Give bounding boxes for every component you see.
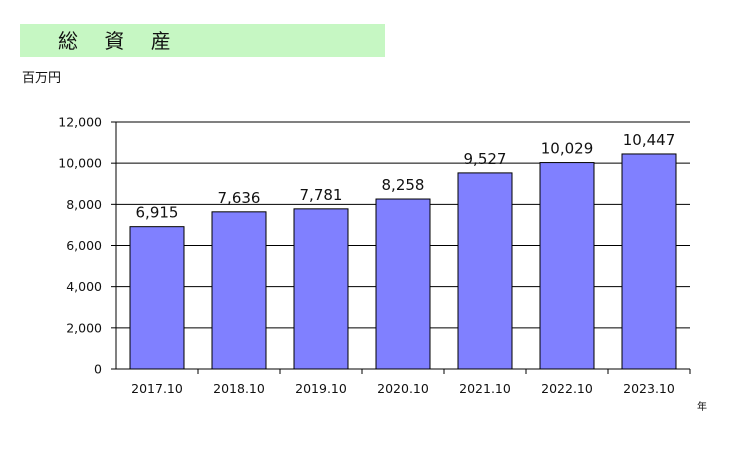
bars: [129, 153, 677, 370]
y-axis-unit-label: 百万円: [22, 71, 62, 86]
y-tick-label: 0: [94, 362, 102, 377]
y-tick-label: 8,000: [66, 197, 102, 212]
bar: [375, 198, 431, 370]
data-label: 8,258: [382, 176, 425, 194]
bar: [457, 172, 513, 370]
y-tick-label: 6,000: [66, 238, 102, 253]
x-tick-label: 2023.10: [623, 381, 675, 396]
bar: [211, 211, 267, 370]
x-tick-label: 2018.10: [213, 381, 265, 396]
bar: [539, 162, 595, 370]
data-labels: 6,915 7,636 7,781 8,258 9,527 10,029 10,447: [136, 131, 676, 222]
x-tick-label: 2022.10: [541, 381, 593, 396]
data-label: 10,447: [623, 131, 676, 149]
x-tick-label: 2019.10: [295, 381, 347, 396]
data-label: 9,527: [464, 150, 507, 168]
bar: [293, 208, 349, 370]
x-tick-label: 2021.10: [459, 381, 511, 396]
x-tick-label: 2017.10: [131, 381, 183, 396]
y-tick-label: 10,000: [58, 156, 102, 171]
bar: [129, 226, 185, 370]
bar: [621, 153, 677, 370]
data-label: 6,915: [136, 204, 179, 222]
chart-title-bar: 総 資 産: [20, 24, 385, 57]
y-tick-labels: 0 2,000 4,000 6,000 8,000 10,000 12,000: [58, 115, 102, 377]
data-label: 10,029: [541, 140, 594, 158]
chart-title: 総 資 産: [58, 29, 181, 53]
x-tick-label: 2020.10: [377, 381, 429, 396]
y-tick-label: 2,000: [66, 320, 102, 335]
axes: [111, 121, 691, 374]
y-tick-label: 12,000: [58, 115, 102, 130]
y-tick-label: 4,000: [66, 279, 102, 294]
data-label: 7,636: [218, 189, 261, 207]
x-tick-labels: 2017.10 2018.10 2019.10 2020.10 2021.10 2022.…: [131, 381, 675, 396]
data-label: 7,781: [300, 186, 343, 204]
x-axis-label: 年: [697, 402, 707, 413]
